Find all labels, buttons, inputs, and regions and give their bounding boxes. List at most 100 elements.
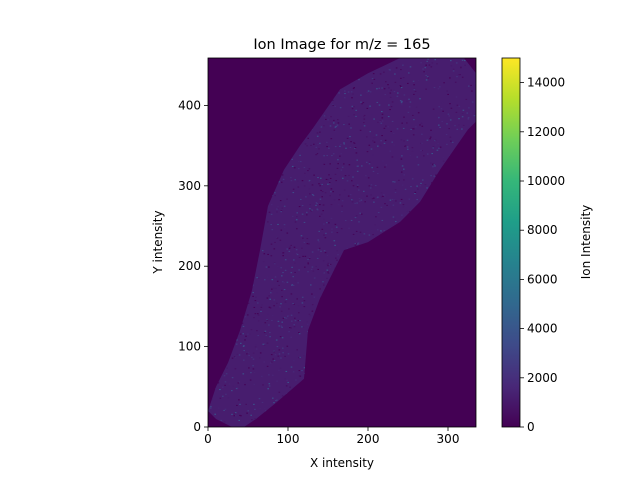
pixel-speck [353, 170, 356, 172]
pixel-speck [315, 146, 318, 148]
pixel-speck [395, 159, 397, 161]
pixel-speck [280, 267, 282, 269]
pixel-speck [326, 252, 329, 254]
pixel-speck [383, 229, 385, 231]
pixel-speck [373, 118, 375, 120]
pixel-speck [226, 367, 228, 369]
pixel-speck [323, 272, 326, 274]
pixel-speck [248, 355, 250, 357]
pixel-speck [354, 202, 356, 204]
pixel-speck [386, 204, 388, 206]
pixel-speck [247, 302, 250, 304]
pixel-speck [310, 210, 313, 212]
pixel-speck [243, 350, 245, 352]
pixel-speck [405, 205, 408, 207]
pixel-speck [366, 136, 368, 138]
x-tick-label: 200 [357, 432, 380, 446]
pixel-speck [217, 382, 220, 384]
pixel-speck [252, 365, 254, 367]
pixel-speck [426, 76, 429, 78]
colorbar-tick-label: 0 [527, 420, 535, 434]
pixel-speck [346, 137, 349, 139]
pixel-speck [433, 87, 436, 89]
pixel-speck [366, 161, 368, 163]
pixel-speck [462, 109, 465, 111]
pixel-speck [255, 348, 258, 350]
pixel-speck [318, 183, 320, 185]
pixel-speck [390, 130, 392, 132]
pixel-speck [358, 221, 360, 223]
pixel-speck [324, 114, 327, 116]
pixel-speck [271, 374, 274, 376]
pixel-speck [333, 122, 335, 124]
pixel-speck [326, 255, 329, 257]
pixel-speck [323, 250, 326, 252]
pixel-speck [336, 250, 338, 252]
pixel-speck [244, 339, 246, 341]
pixel-speck [352, 88, 355, 90]
pixel-speck [426, 153, 429, 155]
pixel-speck [263, 253, 266, 255]
pixel-speck [238, 419, 240, 421]
pixel-speck [322, 204, 325, 206]
pixel-speck [297, 282, 299, 284]
pixel-speck [361, 165, 363, 167]
pixel-speck [340, 153, 342, 155]
pixel-speck [400, 77, 402, 79]
pixel-speck [390, 106, 393, 108]
pixel-speck [384, 196, 387, 198]
pixel-speck [393, 133, 395, 135]
pixel-speck [343, 143, 346, 145]
pixel-speck [268, 295, 270, 297]
pixel-speck [268, 385, 271, 387]
pixel-speck [269, 298, 271, 300]
pixel-speck [316, 153, 319, 155]
x-tick-label: 100 [277, 432, 300, 446]
pixel-speck [350, 127, 352, 129]
colorbar-tick-label: 6000 [527, 272, 558, 286]
pixel-speck [311, 209, 313, 211]
pixel-speck [276, 280, 279, 282]
pixel-speck [425, 74, 427, 76]
pixel-speck [446, 143, 448, 145]
pixel-speck [282, 347, 284, 349]
pixel-speck [253, 371, 256, 373]
pixel-speck [336, 125, 339, 127]
pixel-speck [254, 313, 257, 315]
pixel-speck [394, 192, 397, 194]
pixel-speck [340, 228, 343, 230]
pixel-speck [303, 185, 306, 187]
pixel-speck [358, 200, 361, 202]
pixel-speck [373, 141, 376, 143]
pixel-speck [253, 383, 256, 385]
pixel-speck [434, 165, 436, 167]
pixel-speck [396, 95, 399, 97]
pixel-speck [299, 375, 302, 377]
pixel-speck [446, 90, 448, 92]
pixel-speck [334, 130, 336, 132]
pixel-speck [404, 188, 407, 190]
pixel-speck [293, 246, 296, 248]
pixel-speck [266, 342, 269, 344]
pixel-speck [464, 60, 466, 62]
pixel-speck [333, 129, 336, 131]
pixel-speck [437, 88, 440, 90]
pixel-speck [456, 104, 459, 106]
pixel-speck [274, 192, 276, 194]
y-axis: 0 100 200 300 400 [178, 98, 208, 434]
pixel-speck [430, 66, 433, 68]
pixel-speck [334, 146, 337, 148]
pixel-speck [419, 124, 421, 126]
pixel-speck [421, 125, 424, 127]
pixel-speck [320, 126, 323, 128]
pixel-speck [414, 193, 416, 195]
pixel-speck [391, 198, 394, 200]
pixel-speck [461, 116, 464, 118]
pixel-speck [331, 228, 333, 230]
pixel-speck [335, 226, 338, 228]
pixel-speck [330, 206, 332, 208]
pixel-speck [391, 120, 394, 122]
pixel-speck [363, 190, 365, 192]
pixel-speck [270, 213, 273, 215]
pixel-speck [304, 143, 307, 145]
